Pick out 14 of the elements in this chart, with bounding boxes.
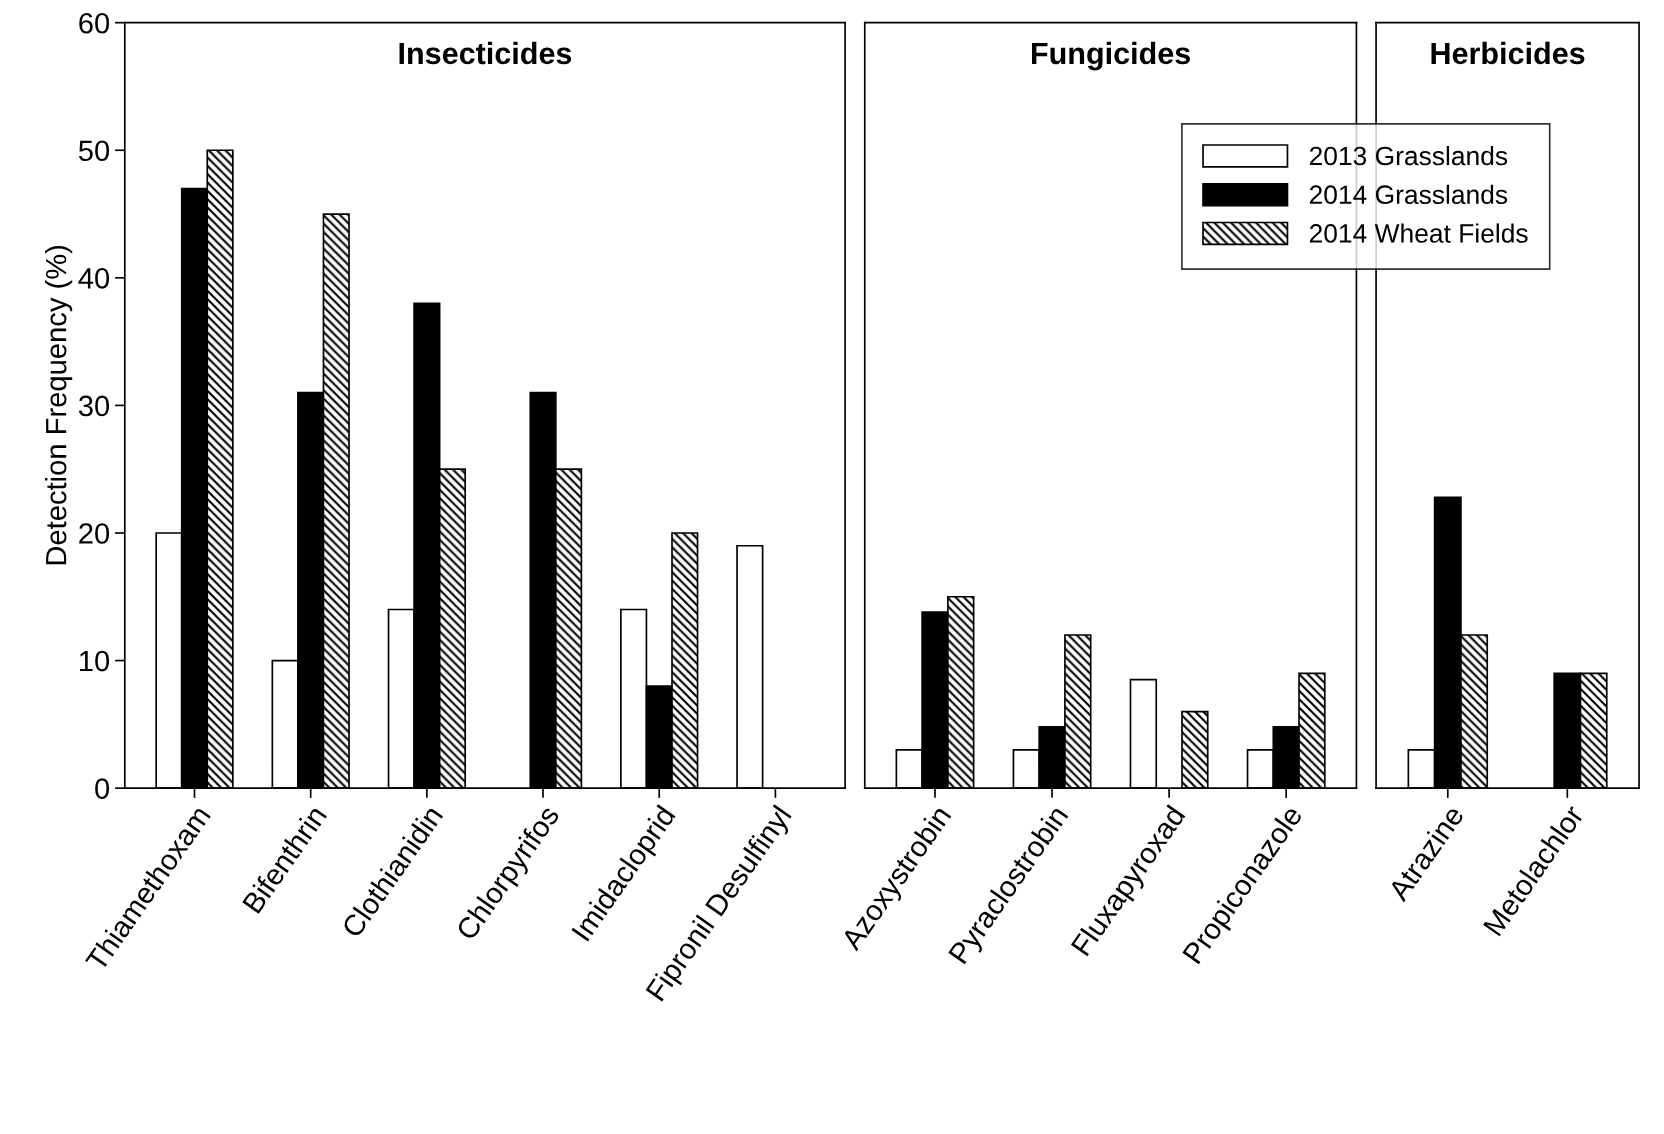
chart-title: Herbicides	[1431, 41, 1585, 65]
y-tick-label: 30	[78, 395, 110, 417]
legend-label: 2014 Wheat Fields	[1309, 223, 1528, 243]
y-tick-label: 20	[79, 523, 110, 544]
y-tick-label: 10	[80, 650, 110, 672]
y-tick-label: 60	[79, 12, 110, 34]
legend-label: 2013 Grasslands	[1309, 145, 1508, 166]
text: Fungicides	[1032, 41, 1190, 71]
legend-label: 2014 Grasslands	[1309, 184, 1508, 205]
y-axis-title: Detection Frequency (%)	[45, 245, 73, 565]
y-tick-label: 40	[78, 268, 110, 289]
y-tick-label: 0	[95, 778, 110, 799]
y-tick-label: 50	[78, 140, 110, 162]
chart-title: Insecticides	[399, 41, 572, 65]
